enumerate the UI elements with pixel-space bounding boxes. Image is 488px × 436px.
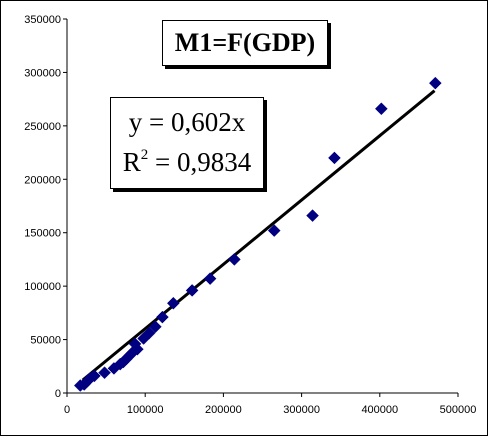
data-point xyxy=(428,76,442,90)
y-tick-label: 150000 xyxy=(24,228,61,240)
y-tick-label: 50000 xyxy=(30,335,61,347)
x-tick-label: 200000 xyxy=(205,404,242,416)
data-point xyxy=(328,151,341,165)
y-tick-label: 0 xyxy=(55,388,61,400)
y-tick-label: 300000 xyxy=(24,67,61,79)
data-point xyxy=(131,342,144,356)
trendline xyxy=(81,89,436,382)
data-point xyxy=(166,296,180,310)
x-tick-label: 0 xyxy=(64,404,70,416)
x-tick-label: 500000 xyxy=(440,404,477,416)
data-point xyxy=(98,366,111,380)
data-point xyxy=(149,320,162,334)
trendline-equation-box: y = 0,602x R2 = 0,9834 xyxy=(110,97,264,189)
axes xyxy=(63,18,459,397)
y-tick-label: 100000 xyxy=(24,281,61,293)
chart-title: M1=F(GDP) xyxy=(162,20,328,66)
data-point xyxy=(375,102,388,116)
data-point xyxy=(156,310,169,324)
data-point xyxy=(267,224,281,237)
r-squared-prefix: R xyxy=(122,147,141,177)
data-point xyxy=(203,272,217,286)
r-squared-superscript: 2 xyxy=(140,147,149,163)
data-point xyxy=(227,253,241,266)
trendline-group xyxy=(81,89,436,382)
data-point xyxy=(185,284,199,297)
trendline-equation: y = 0,602x xyxy=(128,107,246,137)
tick-labels: 0 50000 100000 150000 200000 250000 300000 3500… xyxy=(24,14,476,416)
r-squared-label: R2 = 0,9834 xyxy=(111,146,263,178)
x-tick-label: 100000 xyxy=(127,404,164,416)
data-point xyxy=(306,209,319,222)
y-tick-label: 250000 xyxy=(24,121,61,133)
data-points xyxy=(73,76,442,392)
data-point xyxy=(142,326,156,340)
y-tick-label: 350000 xyxy=(24,14,61,26)
data-point xyxy=(88,369,101,383)
r-squared-value: = 0,9834 xyxy=(148,147,252,177)
x-tick-label: 400000 xyxy=(361,404,398,416)
y-tick-label: 200000 xyxy=(24,174,61,186)
x-tick-label: 300000 xyxy=(283,404,320,416)
